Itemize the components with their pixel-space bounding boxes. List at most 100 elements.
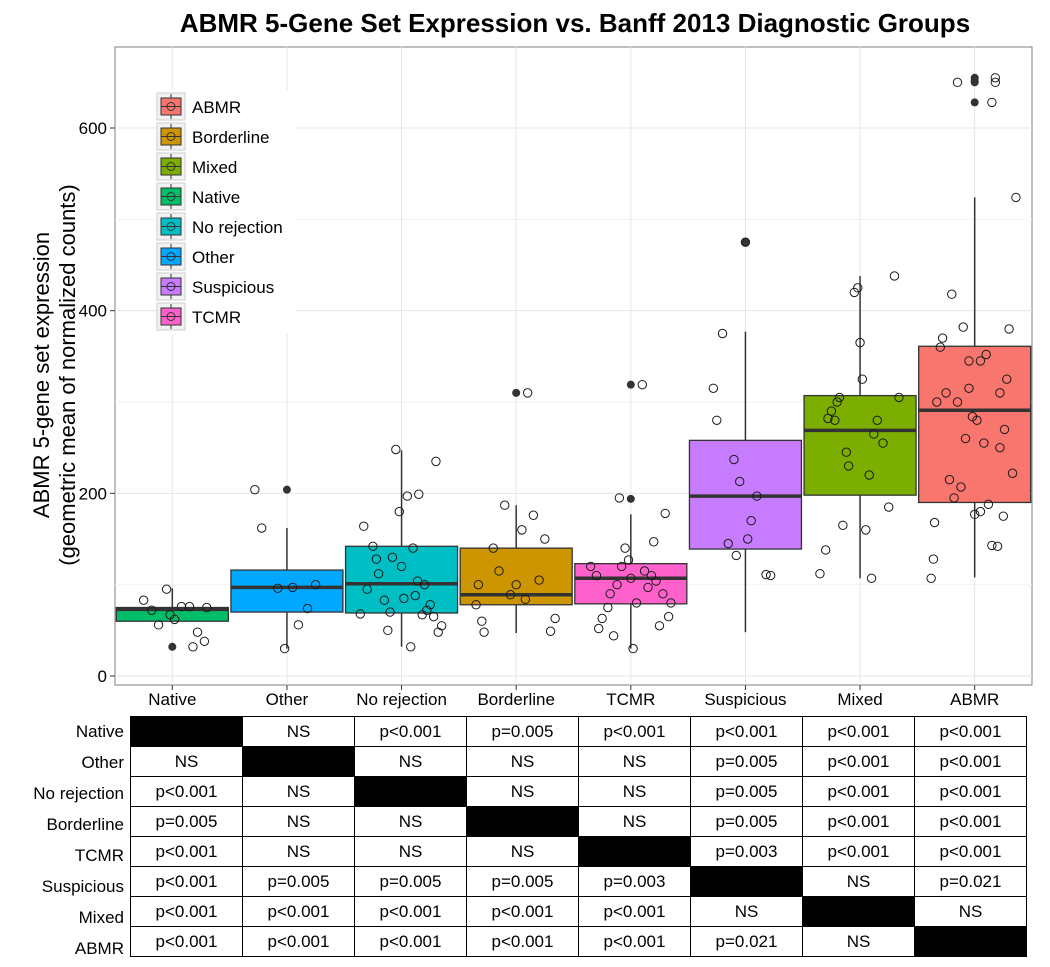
pvalue-row: p<0.001 p<0.001 p<0.001 p<0.001 p<0.001 NS NS [130, 896, 1027, 927]
data-point [765, 570, 776, 581]
data-point [820, 545, 831, 555]
data-point [864, 470, 874, 480]
x-tick-label: ABMR [950, 690, 999, 709]
data-point [603, 602, 613, 613]
data-point [999, 424, 1010, 435]
data-point [545, 626, 556, 636]
data-point [161, 584, 172, 594]
data-point [952, 397, 963, 407]
legend-item-abmr: ABMR [156, 92, 241, 121]
data-point [385, 607, 395, 617]
data-point [399, 593, 409, 604]
outlier-point [970, 73, 979, 82]
y-tick-label: 600 [79, 119, 107, 138]
data-point [1011, 192, 1021, 203]
pvalue-cell: p=0.003 [690, 836, 803, 867]
pvalue-cell: p<0.001 [914, 716, 1027, 747]
data-point [843, 461, 854, 471]
data-point [872, 415, 882, 425]
x-tick-label: Suspicious [704, 690, 786, 709]
box-other [230, 485, 344, 649]
pvalue-cell-diagonal [466, 806, 579, 837]
legend-item-other: Other [156, 242, 235, 271]
pvalue-row-label: No rejection [33, 784, 124, 803]
pvalue-cell: NS [466, 776, 579, 807]
x-tick-label: No rejection [356, 690, 447, 709]
pvalue-cell: NS [802, 926, 915, 957]
data-point [433, 627, 443, 637]
legend-item-suspicious: Suspicious [156, 272, 274, 301]
data-point [964, 383, 974, 393]
pvalue-cell: p=0.005 [466, 866, 579, 897]
data-point [359, 521, 369, 531]
box-body [574, 563, 688, 605]
data-point [608, 631, 619, 641]
pvalue-cell: NS [242, 806, 355, 837]
legend-label: Other [192, 248, 235, 267]
pvalue-cell: NS [242, 776, 355, 807]
boxplot-chart: 0 200 400 600 Native Other No rejection Borderl… [79, 46, 1033, 709]
data-point [956, 482, 966, 492]
data-point [878, 438, 888, 448]
pvalue-cell: p<0.001 [354, 896, 467, 927]
data-point [614, 493, 625, 503]
data-point [983, 499, 994, 509]
outlier-point [512, 388, 521, 397]
data-point [355, 609, 365, 619]
data-point [975, 356, 986, 366]
box-suspicious [688, 238, 803, 633]
pvalue-cell: p<0.001 [354, 716, 467, 747]
pvalue-cell-diagonal [354, 776, 467, 807]
pvalue-cell: p=0.021 [690, 926, 803, 957]
data-point [431, 456, 441, 467]
outlier-point [626, 380, 635, 389]
pvalue-cell: p<0.001 [466, 896, 579, 927]
legend-key-point [166, 132, 176, 141]
pvalue-cell: NS [914, 896, 1027, 927]
pvalue-cell: NS [578, 806, 691, 837]
legend-label: No rejection [192, 218, 283, 237]
pvalue-cell: NS [354, 806, 467, 837]
pvalue-cell: p<0.001 [466, 926, 579, 957]
data-point [649, 537, 659, 547]
legend-label: ABMR [192, 98, 241, 117]
legend-item-native: Native [156, 182, 240, 211]
pvalue-cell: p<0.001 [914, 806, 1027, 837]
pvalue-cell: p<0.001 [578, 926, 691, 957]
outlier-point [282, 485, 291, 494]
pvalue-cell-diagonal [690, 866, 803, 897]
data-point [929, 517, 940, 528]
legend-key-point [166, 162, 176, 171]
data-point [639, 566, 650, 576]
data-point [928, 554, 939, 564]
data-point [628, 643, 638, 654]
data-point [362, 584, 372, 594]
pvalue-cell: NS [242, 836, 355, 867]
legend-item-mixed: Mixed [156, 152, 237, 181]
data-point [926, 573, 936, 583]
pvalue-cell: p<0.001 [802, 836, 915, 867]
pvalue-cell: p<0.001 [130, 926, 243, 957]
data-point [947, 289, 957, 299]
box-mixed [803, 275, 917, 579]
pvalue-cell-diagonal [578, 836, 691, 867]
pvalue-cell: p<0.001 [578, 716, 691, 747]
data-point [838, 520, 848, 530]
data-point [964, 356, 974, 366]
box-body [230, 569, 344, 613]
data-point [949, 493, 959, 503]
data-point [995, 442, 1005, 453]
data-point [153, 620, 164, 630]
data-point [1004, 324, 1014, 334]
legend-item-no-rejection: No rejection [156, 212, 283, 241]
pvalue-cell: p<0.001 [130, 896, 243, 927]
data-point [660, 508, 670, 519]
data-point [428, 611, 439, 622]
data-point [637, 379, 647, 390]
data-point [287, 582, 298, 593]
data-point [612, 579, 622, 590]
data-point [605, 589, 615, 599]
pvalue-row-label: Other [81, 753, 124, 772]
data-point [383, 625, 393, 636]
